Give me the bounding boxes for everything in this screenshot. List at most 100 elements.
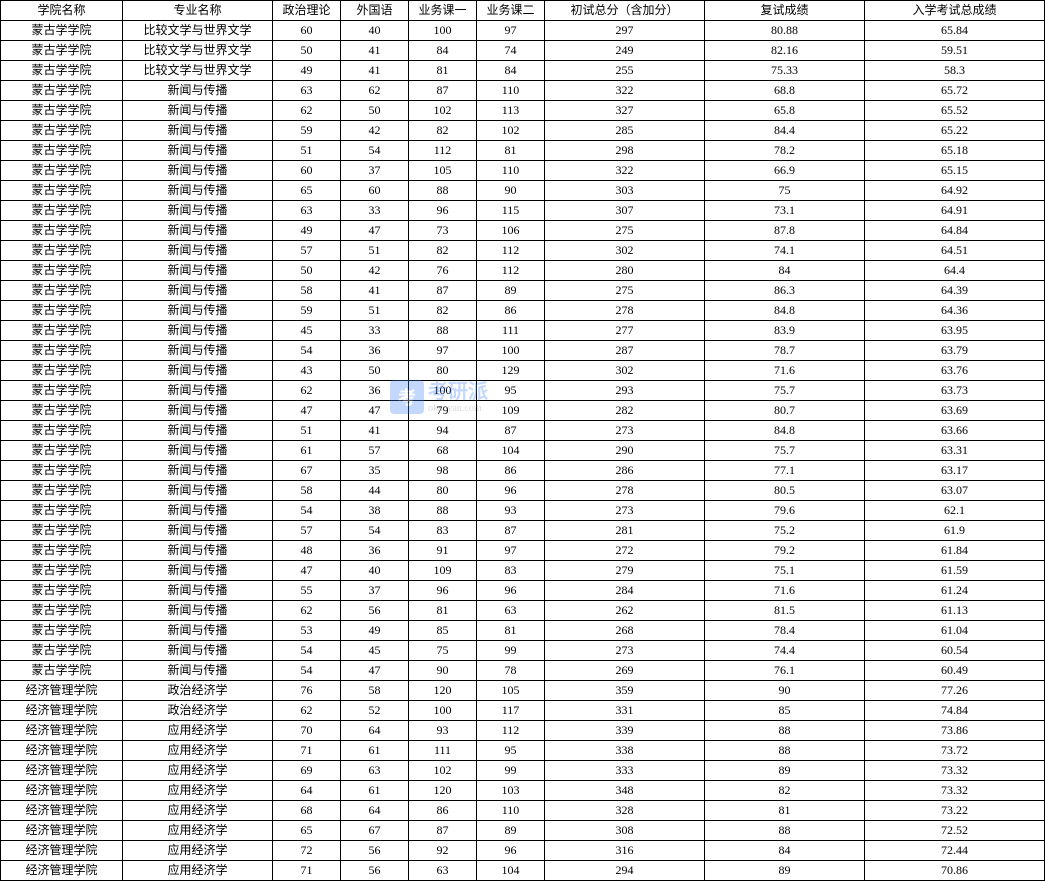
table-cell: 63 [409, 861, 477, 881]
table-cell: 74.4 [705, 641, 865, 661]
table-cell: 71.6 [705, 361, 865, 381]
table-cell: 97 [477, 21, 545, 41]
table-cell: 281 [545, 521, 705, 541]
table-cell: 81 [705, 801, 865, 821]
table-cell: 64.92 [865, 181, 1045, 201]
table-cell: 应用经济学 [123, 741, 273, 761]
table-cell: 比较文学与世界文学 [123, 41, 273, 61]
table-cell: 348 [545, 781, 705, 801]
table-cell: 249 [545, 41, 705, 61]
table-cell: 65.22 [865, 121, 1045, 141]
table-cell: 75 [705, 181, 865, 201]
table-cell: 蒙古学学院 [1, 281, 123, 301]
table-cell: 应用经济学 [123, 861, 273, 881]
table-cell: 蒙古学学院 [1, 201, 123, 221]
table-cell: 蒙古学学院 [1, 101, 123, 121]
table-cell: 275 [545, 281, 705, 301]
table-cell: 120 [409, 681, 477, 701]
table-cell: 86 [409, 801, 477, 821]
table-cell: 新闻与传播 [123, 541, 273, 561]
table-cell: 83.9 [705, 321, 865, 341]
table-cell: 96 [477, 481, 545, 501]
table-cell: 83 [477, 561, 545, 581]
table-cell: 87 [409, 821, 477, 841]
table-cell: 90 [705, 681, 865, 701]
table-cell: 338 [545, 741, 705, 761]
table-cell: 331 [545, 701, 705, 721]
table-cell: 62 [273, 601, 341, 621]
table-cell: 112 [409, 141, 477, 161]
table-cell: 63 [477, 601, 545, 621]
table-cell: 262 [545, 601, 705, 621]
table-row: 蒙古学学院新闻与传播63628711032268.865.72 [1, 81, 1045, 101]
table-cell: 75.7 [705, 381, 865, 401]
table-cell: 40 [341, 21, 409, 41]
table-cell: 105 [477, 681, 545, 701]
table-cell: 298 [545, 141, 705, 161]
table-cell: 经济管理学院 [1, 841, 123, 861]
table-cell: 255 [545, 61, 705, 81]
table-cell: 蒙古学学院 [1, 261, 123, 281]
table-cell: 57 [273, 241, 341, 261]
table-cell: 51 [341, 241, 409, 261]
table-row: 蒙古学学院新闻与传播5951828627884.864.36 [1, 301, 1045, 321]
table-cell: 294 [545, 861, 705, 881]
table-cell: 新闻与传播 [123, 361, 273, 381]
table-cell: 47 [273, 561, 341, 581]
table-cell: 95 [477, 381, 545, 401]
table-cell: 81.5 [705, 601, 865, 621]
table-cell: 59.51 [865, 41, 1045, 61]
table-cell: 112 [477, 721, 545, 741]
table-cell: 蒙古学学院 [1, 421, 123, 441]
table-cell: 58 [341, 681, 409, 701]
table-cell: 经济管理学院 [1, 821, 123, 841]
table-cell: 54 [273, 501, 341, 521]
table-cell: 45 [273, 321, 341, 341]
table-row: 蒙古学学院比较文学与世界文学5041847424982.1659.51 [1, 41, 1045, 61]
table-cell: 59 [273, 121, 341, 141]
table-cell: 86.3 [705, 281, 865, 301]
table-cell: 322 [545, 161, 705, 181]
table-row: 蒙古学学院新闻与传播54369710028778.763.79 [1, 341, 1045, 361]
table-cell: 41 [341, 61, 409, 81]
table-cell: 新闻与传播 [123, 401, 273, 421]
table-cell: 65 [273, 181, 341, 201]
col-header-foreign: 外国语 [341, 1, 409, 21]
table-cell: 蒙古学学院 [1, 241, 123, 261]
table-cell: 新闻与传播 [123, 641, 273, 661]
table-cell: 328 [545, 801, 705, 821]
table-cell: 82 [409, 241, 477, 261]
table-cell: 78.2 [705, 141, 865, 161]
table-cell: 经济管理学院 [1, 721, 123, 741]
table-cell: 85 [409, 621, 477, 641]
table-row: 经济管理学院政治经济学62521001173318574.84 [1, 701, 1045, 721]
table-cell: 54 [273, 341, 341, 361]
table-cell: 78.7 [705, 341, 865, 361]
table-cell: 新闻与传播 [123, 521, 273, 541]
table-cell: 47 [273, 401, 341, 421]
table-cell: 278 [545, 481, 705, 501]
table-cell: 268 [545, 621, 705, 641]
table-cell: 63.31 [865, 441, 1045, 461]
table-cell: 111 [409, 741, 477, 761]
table-cell: 新闻与传播 [123, 241, 273, 261]
table-cell: 75.7 [705, 441, 865, 461]
table-cell: 63.66 [865, 421, 1045, 441]
table-cell: 76.1 [705, 661, 865, 681]
table-cell: 62 [273, 381, 341, 401]
table-cell: 64.39 [865, 281, 1045, 301]
col-header-major: 专业名称 [123, 1, 273, 21]
table-row: 蒙古学学院新闻与传播5537969628471.661.24 [1, 581, 1045, 601]
table-cell: 65.15 [865, 161, 1045, 181]
table-cell: 86 [477, 301, 545, 321]
table-cell: 61.9 [865, 521, 1045, 541]
table-cell: 277 [545, 321, 705, 341]
table-cell: 新闻与传播 [123, 441, 273, 461]
table-cell: 新闻与传播 [123, 81, 273, 101]
table-row: 蒙古学学院新闻与传播51541128129878.265.18 [1, 141, 1045, 161]
table-cell: 81 [409, 61, 477, 81]
table-cell: 61.84 [865, 541, 1045, 561]
table-cell: 蒙古学学院 [1, 541, 123, 561]
table-cell: 105 [409, 161, 477, 181]
table-cell: 蒙古学学院 [1, 641, 123, 661]
